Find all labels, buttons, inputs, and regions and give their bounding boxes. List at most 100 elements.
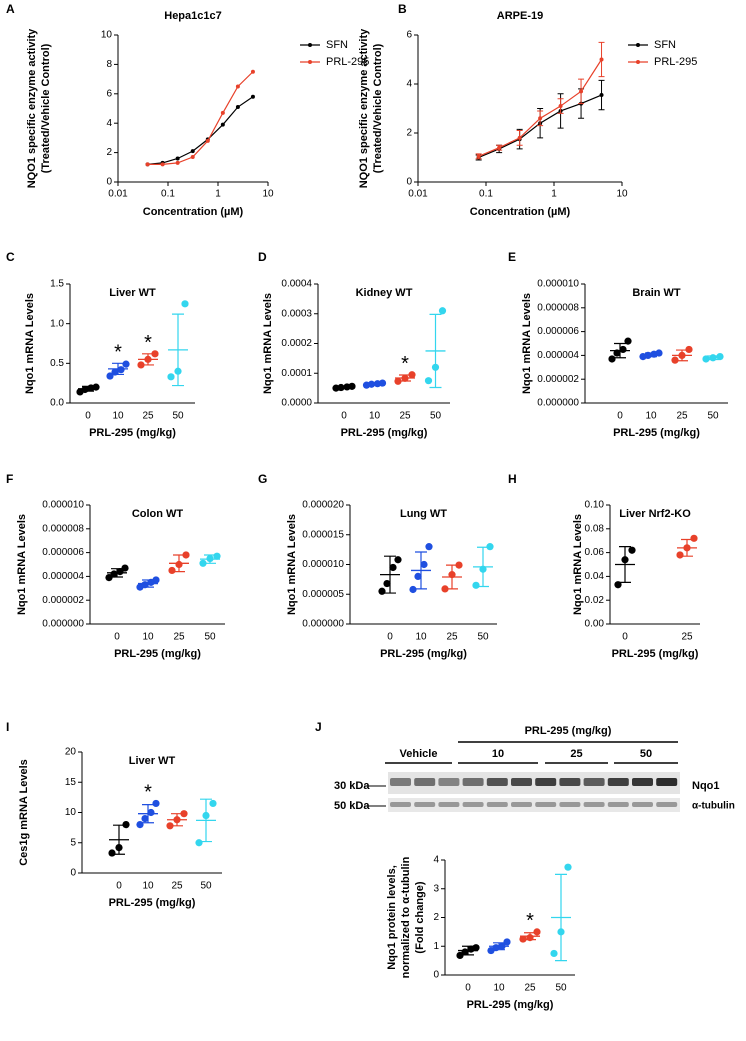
x-tick-label: 10	[415, 632, 427, 643]
blot-band	[583, 778, 605, 786]
x-axis-label: PRL-295 (mg/kg)	[612, 648, 699, 660]
x-tick-label: 1	[551, 189, 557, 200]
data-point	[122, 360, 130, 368]
blot-band	[607, 802, 629, 807]
chart-title: Liver Nrf2-KO	[619, 508, 691, 520]
series-line	[478, 59, 603, 157]
data-point	[497, 145, 502, 150]
data-point	[599, 93, 604, 98]
data-point	[199, 559, 207, 567]
chart-title: Hepa1c1c7	[164, 10, 222, 22]
data-point	[455, 561, 463, 569]
y-tick-label: 0.0000	[281, 398, 312, 409]
data-point	[105, 573, 113, 582]
y-tick-label: 1	[433, 941, 439, 952]
x-axis-label: PRL-295 (mg/kg)	[613, 427, 700, 439]
data-point	[503, 938, 511, 946]
legend-label: PRL-295	[654, 56, 697, 68]
blot-header: PRL-295 (mg/kg)	[525, 725, 612, 737]
y-tick-label: 0.000000	[302, 619, 344, 630]
y-tick-label: 0	[433, 970, 439, 981]
data-point	[152, 576, 160, 584]
blot-band	[486, 778, 508, 786]
x-axis-label: PRL-295 (mg/kg)	[380, 648, 467, 660]
data-point	[671, 356, 679, 364]
x-tick-label: 50	[200, 881, 212, 892]
y-tick-label: 8	[106, 59, 112, 70]
series-line	[147, 96, 254, 165]
data-point	[628, 546, 636, 554]
x-tick-label: 50	[555, 983, 567, 994]
y-tick-label: 6	[106, 88, 112, 99]
y-tick-label: 0.06	[585, 547, 605, 558]
y-tick-label: 4	[406, 79, 412, 90]
y-tick-label: 1.5	[50, 279, 64, 290]
chart-title: Kidney WT	[356, 287, 413, 299]
sd-bar	[111, 568, 123, 578]
data-point	[122, 821, 130, 829]
data-point	[533, 928, 541, 936]
y-tick-label: 6	[406, 30, 412, 41]
data-point	[420, 560, 428, 569]
blot-band	[656, 802, 678, 807]
data-point	[152, 799, 160, 808]
x-tick-label: 0	[114, 632, 120, 643]
sd-bar	[142, 804, 154, 824]
blot-band	[607, 778, 629, 786]
chart-title: ARPE-19	[497, 10, 543, 22]
data-point	[121, 564, 129, 572]
sd-bar	[384, 555, 396, 594]
data-point	[383, 579, 391, 588]
data-point	[190, 155, 195, 160]
blot-strip	[388, 772, 680, 794]
x-tick-label: 50	[430, 411, 442, 422]
x-axis-label: Concentration (µM)	[143, 206, 244, 218]
blot-group-label: 10	[492, 748, 504, 760]
x-tick-label: 10	[142, 632, 154, 643]
y-axis-label: Nqo1 mRNA Levels	[572, 514, 584, 615]
chart-title: Lung WT	[400, 508, 447, 520]
y-axis-label: (Treated/Vehicle Control)	[40, 43, 52, 173]
legend-marker	[636, 43, 640, 47]
x-tick-label: 25	[173, 632, 185, 643]
sd-bar	[645, 352, 657, 358]
data-point	[519, 935, 527, 943]
x-tick-label: 0	[465, 983, 471, 994]
sd-bar	[399, 374, 411, 382]
data-point	[486, 543, 494, 551]
sd-bar	[446, 564, 458, 590]
panel-label: I	[6, 720, 9, 734]
y-tick-label: 1.0	[50, 318, 64, 329]
y-tick-label: 10	[65, 807, 77, 818]
data-point	[389, 563, 397, 572]
data-point	[235, 84, 240, 89]
y-axis-label: Ces1g mRNA Levels	[18, 759, 30, 866]
sd-bar	[477, 546, 489, 588]
data-point	[182, 551, 190, 559]
chart-title: Liver WT	[129, 755, 176, 767]
x-tick-label: 10	[112, 411, 124, 422]
y-tick-label: 0	[70, 868, 76, 879]
y-axis-label: normalized to α-tubulin	[400, 856, 412, 978]
significance-marker: *	[144, 782, 152, 804]
sd-bar	[493, 942, 505, 951]
y-tick-label: 0.000006	[42, 547, 84, 558]
y-tick-label: 0	[106, 177, 112, 188]
x-tick-label: 0.01	[408, 189, 428, 200]
x-tick-label: 0	[341, 411, 347, 422]
x-tick-label: 0.1	[479, 189, 493, 200]
y-axis-label: Nqo1 mRNA Levels	[16, 514, 28, 615]
band-label: Nqo1	[692, 780, 720, 792]
significance-marker: *	[144, 332, 152, 354]
data-point	[175, 160, 180, 165]
legend-marker	[636, 60, 640, 64]
series-line	[147, 71, 254, 165]
y-tick-label: 2	[433, 912, 439, 923]
y-tick-label: 0.000015	[302, 529, 344, 540]
blot-band	[462, 778, 484, 786]
x-axis-label: PRL-295 (mg/kg)	[114, 648, 201, 660]
y-tick-label: 4	[433, 855, 439, 866]
y-tick-label: 0	[406, 177, 412, 188]
sd-bar	[112, 362, 124, 376]
data-point	[92, 383, 100, 391]
